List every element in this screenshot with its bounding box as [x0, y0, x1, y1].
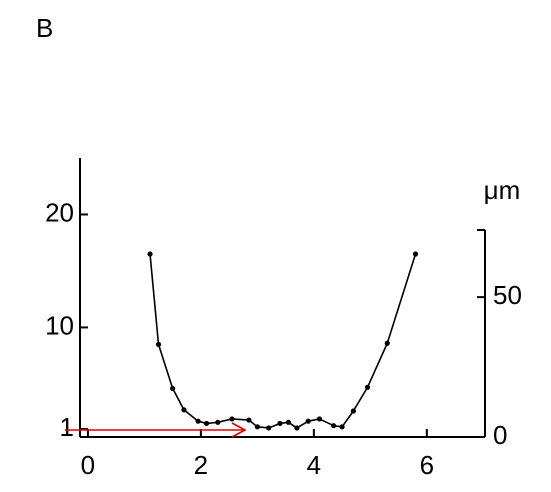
point [266, 425, 272, 431]
point [339, 424, 345, 430]
point [246, 417, 252, 423]
point [215, 419, 221, 425]
y-tick-label: 1 [60, 412, 74, 442]
y2-tick-label: 0 [493, 420, 507, 450]
arrow-head [231, 422, 247, 438]
point [350, 408, 356, 414]
point [277, 420, 283, 427]
x-tick-label: 2 [194, 450, 208, 480]
x-tick-label: 6 [420, 450, 434, 480]
point [316, 416, 323, 422]
point [412, 251, 419, 257]
panel-label: B [36, 13, 53, 43]
point [181, 407, 187, 413]
point [364, 384, 371, 390]
point [294, 425, 300, 431]
point [170, 385, 176, 392]
y2-axis-label: μm [484, 175, 521, 205]
point [305, 418, 311, 424]
x-tick-label: 0 [81, 450, 95, 480]
point [203, 420, 210, 427]
x-tick-label: 4 [307, 450, 321, 480]
point [195, 418, 201, 424]
y-tick-label: 10 [45, 310, 74, 340]
point [147, 251, 153, 257]
point [254, 424, 260, 430]
point [155, 341, 162, 347]
point [229, 416, 235, 422]
y-tick-label: 20 [45, 197, 74, 227]
point [331, 423, 337, 429]
series-line [149, 253, 417, 429]
point [285, 419, 292, 425]
point [384, 340, 390, 346]
y2-tick-label: 50 [493, 280, 522, 310]
